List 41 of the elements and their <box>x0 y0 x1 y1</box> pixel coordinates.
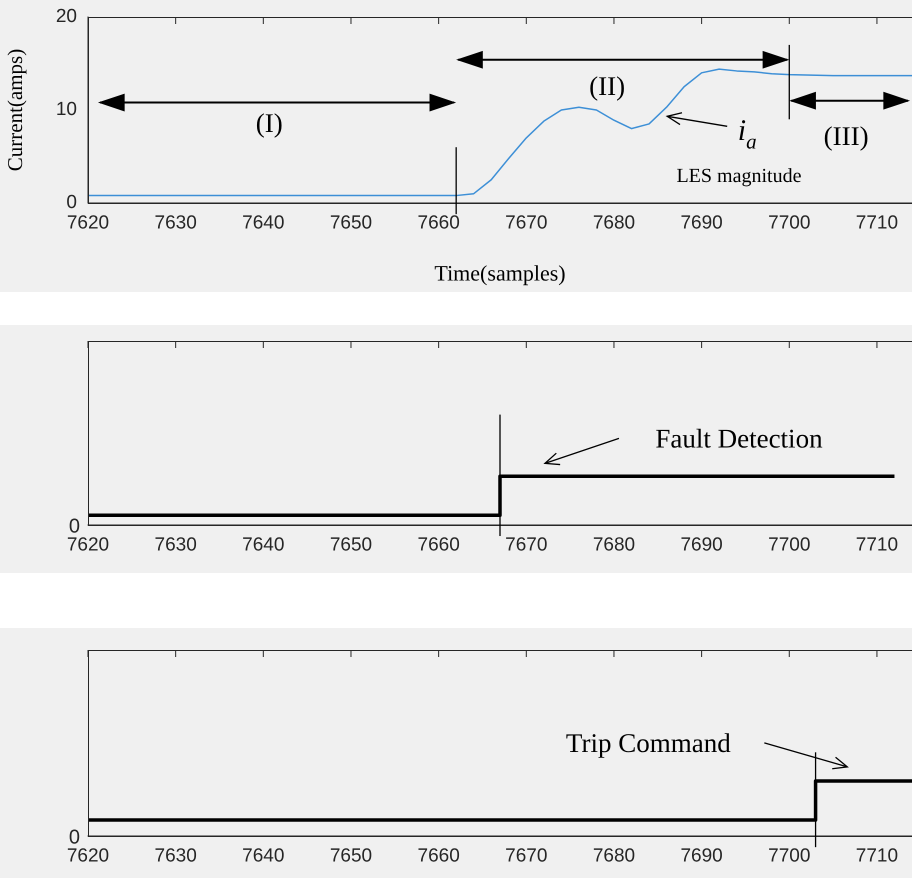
x-tick-label: 7680 <box>592 534 636 556</box>
x-tick-label: 7660 <box>418 846 460 867</box>
x-tick-label: 7640 <box>242 212 284 234</box>
x-tick-label: 7690 <box>680 846 723 867</box>
x-tick-label: 7670 <box>505 534 548 556</box>
x-tick-label: 7710 <box>856 534 898 556</box>
y-tick-label: 0 <box>66 192 77 214</box>
x-tick-label: 7710 <box>856 846 898 867</box>
x-tick-label: 7620 <box>66 846 110 867</box>
x-tick-label: 7700 <box>768 212 810 234</box>
x-tick-label: 7660 <box>418 212 460 234</box>
x-tick-label: 7660 <box>418 534 460 556</box>
annotation: (I) <box>256 108 283 138</box>
x-tick-label: 7670 <box>505 846 548 867</box>
x-tick-label: 7680 <box>592 846 636 867</box>
x-tick-label: 7670 <box>505 212 548 234</box>
x-tick-label: 7640 <box>242 846 284 867</box>
y-tick-label: 20 <box>56 6 77 28</box>
x-tick-label: 7700 <box>768 846 810 867</box>
x-tick-label: 7650 <box>330 212 372 234</box>
x-tick-label: 7630 <box>154 534 197 556</box>
x-tick-label: 7690 <box>680 212 723 234</box>
x-tick-label: 7680 <box>592 212 636 234</box>
x-tick-label: 7710 <box>856 212 898 234</box>
x-tick-label: 7700 <box>768 534 810 556</box>
text: Trip Command <box>566 728 732 758</box>
y-axis-title: Current(amps) <box>3 48 28 172</box>
x-tick-label: 7640 <box>242 534 284 556</box>
x-tick-label: 7650 <box>330 846 372 867</box>
x-tick-label: 7690 <box>680 534 723 556</box>
text: Fault Detection <box>655 423 824 454</box>
x-tick-label: 7630 <box>154 212 197 234</box>
x-axis-title: Time(samples) <box>434 260 566 286</box>
x-tick-label: 7630 <box>154 846 197 867</box>
x-tick-label: 7620 <box>66 534 110 556</box>
x-tick-label: 7650 <box>330 534 372 556</box>
annotation: LES magnitude <box>676 165 802 188</box>
annotation: (III) <box>824 120 869 151</box>
y-tick-label: 10 <box>56 99 77 120</box>
x-tick-label: 7620 <box>66 212 110 234</box>
annotation: (II) <box>589 70 626 101</box>
